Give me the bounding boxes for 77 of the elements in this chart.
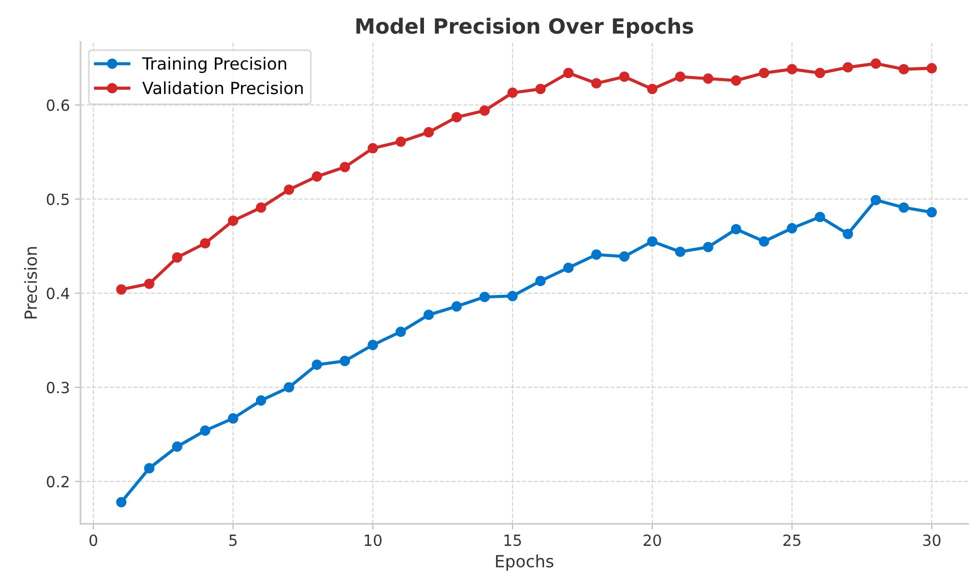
y-tick-label: 0.2	[46, 476, 69, 488]
x-tick-label: 15	[504, 534, 521, 546]
point	[675, 72, 686, 82]
point	[702, 242, 714, 252]
point	[563, 68, 574, 78]
point	[758, 68, 770, 78]
chart-title: Model Precision Over Epochs	[356, 18, 694, 38]
point	[284, 184, 294, 195]
point	[200, 238, 210, 249]
point	[507, 290, 518, 302]
point	[228, 413, 238, 424]
point	[563, 262, 574, 273]
x-axis-title: Epochs	[496, 554, 554, 571]
x-tick-label: 10	[364, 534, 382, 546]
point	[786, 223, 798, 234]
point	[312, 171, 322, 182]
point	[144, 463, 154, 474]
y-axis-title: Precision	[24, 247, 38, 318]
point	[507, 88, 518, 98]
point	[256, 395, 266, 406]
point	[842, 62, 854, 73]
point	[424, 310, 434, 320]
point	[312, 360, 322, 370]
point	[284, 382, 294, 393]
x-tick-label: 0	[90, 534, 98, 546]
point	[396, 326, 406, 338]
point	[368, 340, 378, 350]
legend-label: Training Precision	[142, 56, 286, 74]
point	[479, 292, 490, 302]
point	[340, 162, 350, 172]
point	[144, 278, 154, 289]
point	[172, 441, 182, 452]
point	[116, 284, 127, 295]
point	[451, 112, 462, 122]
point	[842, 228, 854, 240]
point	[814, 212, 826, 222]
point	[591, 249, 602, 260]
point	[647, 236, 658, 247]
point	[368, 143, 378, 154]
point	[926, 207, 937, 218]
point	[256, 202, 266, 213]
point	[730, 75, 742, 86]
x-tick-label: 20	[644, 534, 661, 546]
point	[898, 64, 909, 74]
point	[200, 425, 210, 436]
point	[898, 202, 909, 213]
point	[647, 84, 658, 94]
y-tick-label: 0.5	[46, 194, 69, 206]
y-tick-label: 0.6	[46, 99, 70, 111]
point	[479, 105, 490, 116]
x-tick-label: 5	[229, 534, 237, 546]
point	[926, 63, 937, 74]
point	[535, 276, 546, 286]
point	[396, 136, 406, 147]
x-tick-label: 25	[783, 534, 800, 546]
point	[172, 252, 182, 263]
point	[730, 224, 742, 234]
point	[870, 194, 882, 206]
point	[228, 216, 238, 226]
x-tick-label: 30	[923, 534, 940, 546]
point	[814, 68, 826, 78]
y-tick-label: 0.3	[46, 382, 69, 394]
point	[535, 84, 546, 94]
point	[619, 251, 630, 262]
point	[786, 64, 798, 74]
legend-label: Validation Precision	[142, 81, 303, 94]
point	[591, 78, 602, 89]
point	[340, 356, 350, 366]
point	[870, 58, 882, 69]
point	[702, 73, 714, 84]
point	[675, 246, 686, 257]
point	[451, 301, 462, 312]
point	[424, 127, 434, 138]
point	[116, 496, 127, 508]
y-tick-label: 0.4	[46, 288, 70, 300]
point	[619, 72, 630, 82]
point	[758, 236, 770, 247]
